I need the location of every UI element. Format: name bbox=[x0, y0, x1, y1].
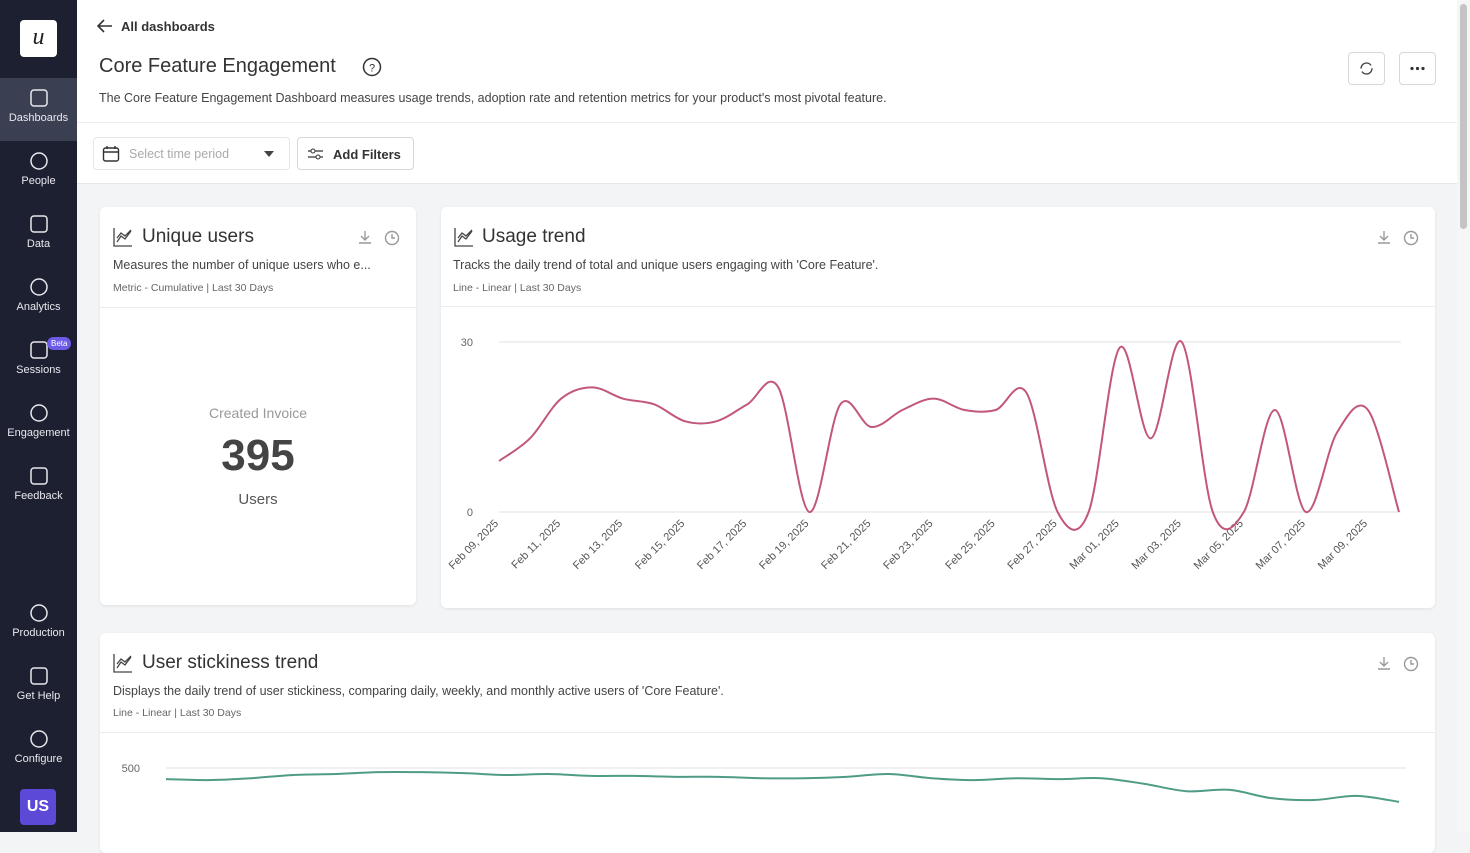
avatar[interactable]: US bbox=[20, 789, 56, 825]
divider bbox=[77, 122, 1457, 123]
stickiness-card: User stickiness trend Displays the daily… bbox=[100, 633, 1435, 853]
metric-label: Created Invoice bbox=[208, 405, 308, 421]
svg-text:?: ? bbox=[369, 63, 375, 75]
nav-label: Feedback bbox=[14, 490, 63, 502]
chart-icon bbox=[454, 228, 473, 247]
more-button[interactable] bbox=[1399, 52, 1436, 85]
filters-label: Add Filters bbox=[333, 147, 401, 162]
x-tick-label: Mar 05, 2025 bbox=[1192, 518, 1246, 572]
card-meta: Metric - Cumulative | Last 30 Days bbox=[113, 282, 274, 294]
x-tick-label: Feb 19, 2025 bbox=[757, 518, 811, 572]
divider bbox=[441, 306, 1435, 307]
card-actions[interactable] bbox=[1377, 655, 1425, 673]
nav-label: Production bbox=[12, 627, 65, 639]
x-tick-label: Feb 23, 2025 bbox=[881, 518, 935, 572]
metric-value: 395 bbox=[221, 431, 295, 480]
nav-item[interactable]: Analytics bbox=[0, 267, 77, 330]
nav-item[interactable]: Get Help bbox=[0, 656, 77, 719]
x-tick-label: Mar 03, 2025 bbox=[1130, 518, 1184, 572]
logo[interactable]: u bbox=[20, 20, 57, 57]
y-tick-label: 500 bbox=[122, 763, 140, 775]
nav-icon bbox=[29, 215, 48, 233]
divider bbox=[100, 307, 416, 308]
nav-icon bbox=[29, 667, 48, 685]
refresh-button[interactable] bbox=[1348, 52, 1385, 85]
x-tick-label: Feb 13, 2025 bbox=[571, 518, 625, 572]
page-title: Core Feature Engagement bbox=[99, 55, 336, 77]
scrollbar[interactable] bbox=[1457, 0, 1470, 832]
nav-label: Get Help bbox=[16, 690, 61, 702]
beta-badge: Beta bbox=[47, 337, 72, 350]
unique-users-card: Unique users Measures the number of uniq… bbox=[100, 207, 416, 605]
metric-unit: Users bbox=[238, 491, 278, 508]
nav-label: People bbox=[21, 175, 56, 187]
page-description: The Core Feature Engagement Dashboard me… bbox=[99, 91, 887, 105]
nav-item[interactable]: Data bbox=[0, 204, 77, 267]
calendar-icon bbox=[102, 146, 120, 162]
back-icon[interactable] bbox=[97, 19, 113, 33]
x-tick-label: Feb 21, 2025 bbox=[819, 518, 873, 572]
nav-icon bbox=[29, 89, 48, 107]
nav-icon bbox=[29, 604, 48, 622]
card-actions[interactable] bbox=[358, 229, 406, 247]
card-meta: Line - Linear | Last 30 Days bbox=[453, 282, 582, 294]
card-meta: Line - Linear | Last 30 Days bbox=[113, 707, 242, 719]
help-icon[interactable]: ? bbox=[362, 57, 382, 77]
x-tick-label: Feb 17, 2025 bbox=[695, 518, 749, 572]
chart-icon bbox=[113, 228, 132, 247]
nav-label: Engagement bbox=[7, 427, 70, 439]
nav-item[interactable]: People bbox=[0, 141, 77, 204]
y-tick-label: 30 bbox=[461, 337, 473, 349]
nav-icon bbox=[29, 404, 48, 422]
nav-label: Sessions bbox=[16, 364, 61, 376]
x-tick-label: Mar 07, 2025 bbox=[1254, 518, 1308, 572]
filters-button[interactable]: Add Filters bbox=[297, 137, 414, 170]
chart: 500 bbox=[122, 763, 1406, 803]
chart-icon bbox=[113, 654, 132, 673]
header: All dashboards Core Feature Engagement ?… bbox=[77, 0, 1457, 184]
nav-icon bbox=[29, 467, 48, 485]
nav-item[interactable]: Production bbox=[0, 593, 77, 656]
back-link[interactable]: All dashboards bbox=[121, 19, 215, 34]
x-tick-label: Mar 01, 2025 bbox=[1067, 518, 1121, 572]
nav-icon bbox=[29, 341, 48, 359]
nav-icon bbox=[29, 152, 48, 170]
y-tick-label: 0 bbox=[467, 507, 473, 519]
nav-item[interactable]: Configure bbox=[0, 719, 77, 782]
data-line bbox=[498, 340, 1400, 531]
time-placeholder: Select time period bbox=[129, 147, 230, 161]
x-tick-label: Feb 15, 2025 bbox=[633, 518, 687, 572]
usage-trend-card: Usage trend Tracks the daily trend of to… bbox=[441, 207, 1435, 608]
card-title: Unique users bbox=[142, 226, 254, 247]
card-description: Displays the daily trend of user stickin… bbox=[113, 684, 724, 698]
filter-icon bbox=[308, 148, 323, 160]
nav-item[interactable]: Engagement bbox=[0, 393, 77, 456]
nav-item[interactable]: Feedback bbox=[0, 456, 77, 519]
nav-label: Dashboards bbox=[8, 112, 69, 124]
x-tick-label: Feb 11, 2025 bbox=[509, 518, 563, 572]
card-title: User stickiness trend bbox=[142, 652, 319, 673]
card-actions[interactable] bbox=[1377, 229, 1425, 247]
nav-label: Data bbox=[26, 238, 51, 250]
nav-label: Configure bbox=[14, 753, 63, 765]
nav-item[interactable]: Sessions bbox=[0, 330, 77, 393]
sidebar: u Dashboards People Data Analytics Sessions E… bbox=[0, 0, 77, 832]
divider bbox=[100, 732, 1435, 733]
x-tick-label: Feb 09, 2025 bbox=[447, 518, 501, 572]
card-title: Usage trend bbox=[482, 226, 586, 247]
time-select[interactable]: Select time period bbox=[93, 137, 290, 170]
nav-item[interactable]: Dashboards bbox=[0, 78, 77, 141]
nav-icon bbox=[29, 730, 48, 748]
card-description: Tracks the daily trend of total and uniq… bbox=[453, 258, 879, 272]
x-tick-label: Feb 27, 2025 bbox=[1005, 518, 1059, 572]
data-line bbox=[165, 770, 1400, 803]
nav-label: Analytics bbox=[16, 301, 61, 313]
x-tick-label: Mar 09, 2025 bbox=[1316, 518, 1370, 572]
x-tick-label: Feb 25, 2025 bbox=[943, 518, 997, 572]
nav-icon bbox=[29, 278, 48, 296]
card-description: Measures the number of unique users who … bbox=[113, 258, 371, 272]
caret bbox=[264, 151, 274, 157]
